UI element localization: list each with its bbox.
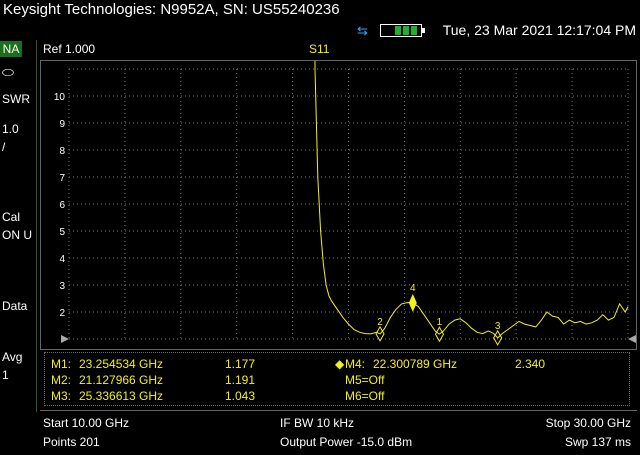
trace-name: S11 (309, 42, 330, 56)
y-tick-label: 8 (59, 146, 65, 157)
y-tick-label: 6 (59, 200, 65, 211)
marker-6-state[interactable]: M6=Off (345, 389, 385, 403)
if-bandwidth[interactable]: IF BW 10 kHz (280, 416, 355, 430)
marker-3-value: 1.043 (225, 389, 256, 403)
title-bar: Keysight Technologies: N9952A, SN: US552… (0, 0, 640, 22)
footer-status: Start 10.00 GHz Points 201 IF BW 10 kHz … (40, 410, 637, 455)
window-title: Keysight Technologies: N9952A, SN: US552… (3, 1, 340, 18)
marker-4-number: 4 (410, 283, 416, 294)
marker-4-value: 2.340 (515, 357, 546, 371)
marker-1-label: M1: (51, 357, 72, 371)
marker-4-icon (408, 293, 417, 312)
stop-frequency[interactable]: Stop 30.00 GHz (545, 416, 631, 430)
trace-s11 (314, 59, 629, 339)
sweep-time[interactable]: Swp 137 ms (564, 435, 631, 449)
marker-3-icon (493, 329, 503, 346)
scale-value[interactable]: 1.0 (2, 122, 19, 136)
format-label[interactable]: SWR (2, 92, 30, 106)
y-tick-label: 2 (59, 308, 65, 319)
status-bar: ⇆ Tue, 23 Mar 2021 12:17:04 PM (0, 22, 640, 40)
cal-label[interactable]: Cal (2, 210, 21, 224)
swr-chart[interactable]: 10 9 8 7 6 5 4 3 2 1 2 3 4 (41, 59, 638, 351)
usb-icon: ⇆ (357, 23, 368, 38)
start-frequency[interactable]: Start 10.00 GHz (43, 416, 130, 430)
marker-table: M1: 23.254534 GHz 1.177 M2: 21.127966 GH… (44, 352, 630, 406)
y-tick-label: 10 (54, 92, 66, 103)
marker-1-icon (434, 326, 445, 343)
marker-4-label: M4: (345, 357, 366, 371)
avg-count: 1 (2, 368, 9, 382)
marker-3-number: 3 (495, 321, 501, 332)
y-tick-label: 5 (59, 227, 65, 238)
y-tick-label: 4 (59, 254, 65, 265)
marker-2-icon (375, 325, 385, 342)
active-marker-icon: ◆ (335, 357, 345, 371)
plot-header: Ref 1.000 S11 (40, 40, 637, 61)
reference-level[interactable]: Ref 1.000 (43, 42, 96, 56)
marker-1-value: 1.177 (225, 357, 256, 371)
marker-2-value: 1.191 (225, 373, 256, 387)
data-label[interactable]: Data (2, 299, 28, 313)
cal-state: ON U (2, 228, 32, 242)
marker-4-freq[interactable]: 22.300789 GHz (373, 357, 458, 371)
y-tick-label: 9 (59, 119, 65, 130)
mode-badge[interactable]: NA (0, 41, 22, 57)
plot-area[interactable]: 10 9 8 7 6 5 4 3 2 1 2 3 4 (40, 59, 638, 351)
marker-5-state[interactable]: M5=Off (345, 373, 385, 387)
y-tick-label: 3 (59, 281, 65, 292)
marker-3-label: M3: (51, 389, 72, 403)
y-tick-label: 7 (59, 173, 65, 184)
sidebar: ⬭ SWR 1.0 / Cal ON U Data Avg 1 (0, 40, 37, 412)
ref-arrow-left-icon (61, 335, 69, 343)
marker-1-number: 1 (437, 317, 443, 328)
output-power[interactable]: Output Power -15.0 dBm (280, 435, 413, 449)
trace-loop-icon[interactable]: ⬭ (2, 64, 14, 80)
marker-3-freq[interactable]: 25.336613 GHz (79, 389, 164, 403)
points-count[interactable]: Points 201 (43, 435, 100, 449)
marker-2-label: M2: (51, 373, 72, 387)
marker-2-freq[interactable]: 21.127966 GHz (79, 373, 164, 387)
ref-arrow-right-icon (628, 335, 636, 343)
scale-unit: / (2, 140, 6, 154)
battery-icon (380, 24, 425, 37)
marker-2-number: 2 (377, 317, 383, 328)
marker-1-freq[interactable]: 23.254534 GHz (79, 357, 164, 371)
datetime: Tue, 23 Mar 2021 12:17:04 PM (442, 22, 636, 38)
avg-label[interactable]: Avg (2, 350, 23, 364)
